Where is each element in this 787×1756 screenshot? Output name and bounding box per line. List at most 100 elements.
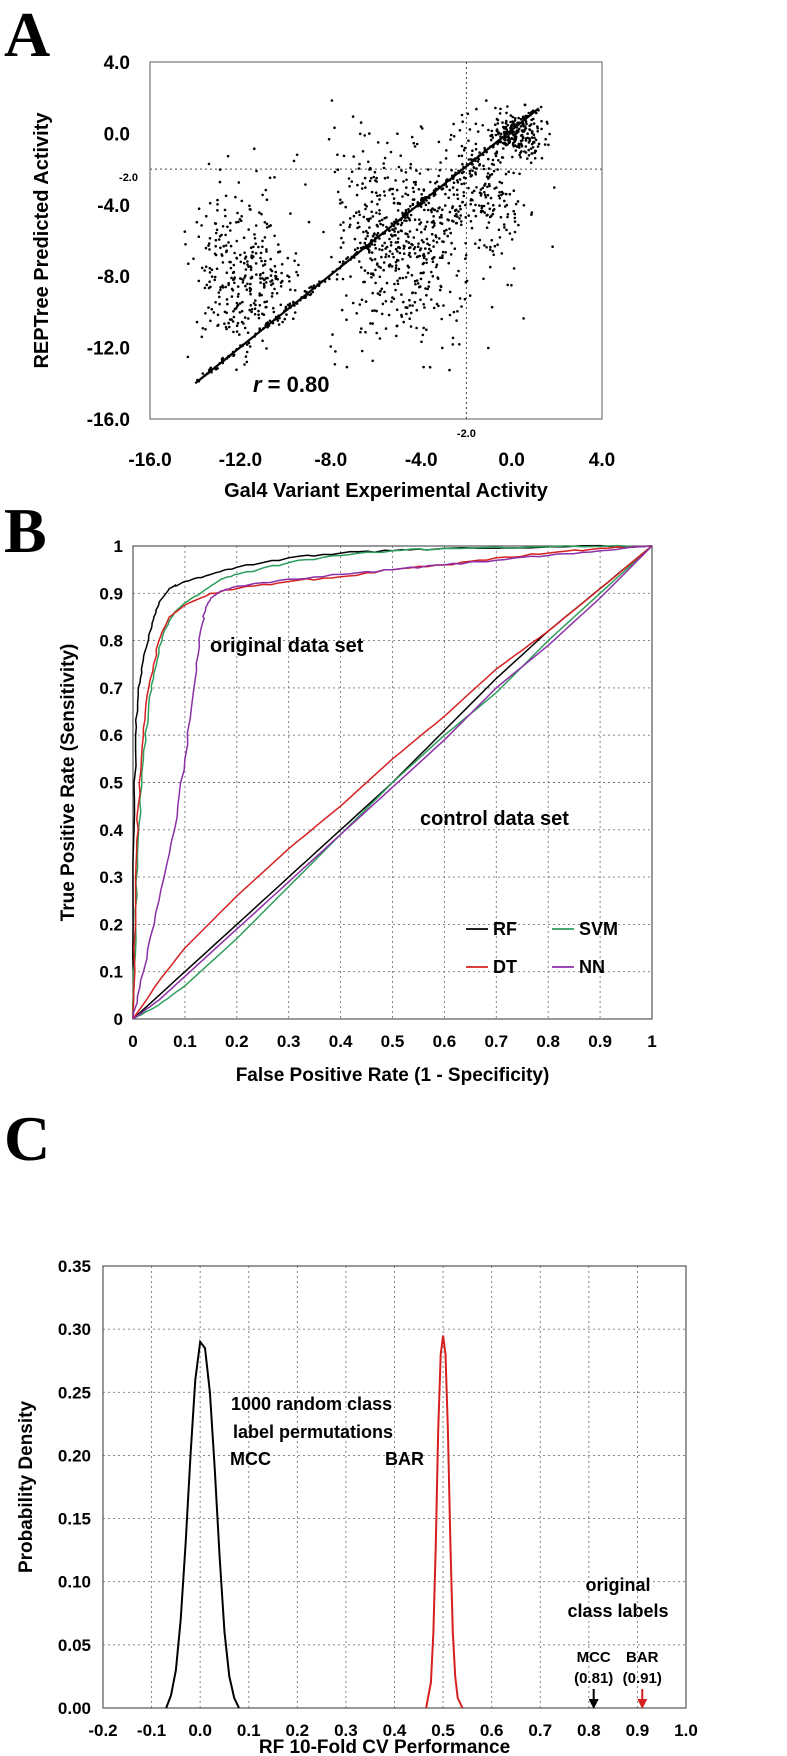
scatter-point (499, 107, 502, 111)
scatter-point (451, 219, 454, 223)
scatter-point (356, 246, 360, 250)
scatter-point (418, 285, 421, 289)
scatter-point (481, 124, 485, 127)
scatter-point (238, 333, 241, 336)
scatter-point (520, 150, 523, 153)
scatter-point (490, 238, 494, 242)
scatter-point (426, 287, 430, 291)
scatter-point (221, 284, 224, 288)
scatter-point (448, 313, 452, 317)
scatter-point (401, 257, 404, 261)
scatter-point (522, 130, 525, 133)
scatter-point (440, 216, 443, 219)
scatter-point (482, 164, 485, 168)
scatter-point (357, 167, 361, 170)
scatter-point (414, 291, 417, 295)
scatter-point (543, 143, 547, 146)
scatter-point (431, 260, 435, 264)
scatter-point (387, 313, 391, 317)
scatter-point (484, 195, 488, 199)
scatter-point (254, 273, 258, 276)
scatter-point (231, 320, 235, 323)
scatter-point (243, 363, 246, 366)
marker-value: (0.81) (574, 1670, 613, 1687)
scatter-point (338, 260, 342, 264)
scatter-point (508, 192, 512, 196)
scatter-point (371, 291, 375, 295)
scatter-point (492, 169, 496, 173)
scatter-point (308, 286, 311, 290)
scatter-point (409, 162, 413, 166)
scatter-point (380, 255, 383, 259)
scatter-point (509, 114, 513, 117)
scatter-point (345, 365, 349, 369)
scatter-point (370, 251, 374, 254)
scatter-point (440, 222, 444, 225)
scatter-point (260, 259, 263, 263)
scatter-point (391, 252, 394, 256)
scatter-point (427, 201, 431, 205)
scatter-point (487, 128, 490, 132)
scatter-point (492, 208, 496, 211)
scatter-point (467, 214, 471, 217)
scatter-point (461, 162, 464, 166)
scatter-point (480, 204, 484, 208)
scatter-point (266, 321, 270, 324)
scatter-point (241, 281, 245, 284)
scatter-point (231, 289, 235, 292)
scatter-point (272, 310, 276, 314)
scatter-point (498, 236, 502, 239)
scatter-point (263, 221, 267, 224)
scatter-point (415, 169, 418, 172)
legend: RF SVM DT NN (466, 919, 618, 977)
scatter-point (435, 302, 439, 306)
scatter-point (423, 306, 426, 309)
scatter-point (475, 186, 478, 189)
scatter-point (527, 111, 531, 115)
scatter-point (224, 244, 228, 247)
scatter-point (427, 280, 431, 284)
scatter-point (208, 266, 212, 270)
scatter-point (445, 228, 448, 232)
scatter-point (205, 214, 208, 218)
scatter-point (516, 200, 520, 203)
scatter-point (373, 170, 377, 174)
scatter-point (238, 311, 242, 314)
scatter-point (285, 313, 288, 316)
scatter-point (422, 303, 426, 306)
scatter-point (226, 302, 229, 306)
scatter-point (224, 233, 227, 237)
scatter-point (419, 271, 423, 275)
scatter-point (530, 118, 533, 122)
scatter-point (388, 265, 391, 268)
scatter-point (516, 129, 520, 132)
annotation-permutations-2: label permutations (233, 1422, 393, 1442)
scatter-point (249, 282, 252, 286)
scatter-point (490, 129, 494, 133)
y-tick-label: -12.0 (87, 339, 130, 360)
scatter-point (408, 246, 411, 250)
scatter-point (507, 170, 511, 173)
scatter-point (460, 223, 463, 227)
scatter-point (201, 327, 205, 330)
scatter-point (246, 260, 249, 263)
scatter-point (411, 203, 415, 206)
scatter-point (374, 191, 378, 194)
scatter-point (462, 191, 466, 194)
scatter-point (272, 306, 275, 310)
scatter-point (200, 224, 203, 227)
scatter-point (248, 308, 251, 312)
scatter-point (394, 288, 397, 292)
scatter-point (533, 141, 536, 144)
scatter-point (485, 226, 489, 229)
scatter-point (225, 250, 228, 254)
scatter-point (407, 235, 410, 239)
scatter-point (413, 145, 417, 148)
y-tick-label: 0.15 (58, 1510, 91, 1529)
scatter-point (440, 317, 444, 321)
scatter-point (441, 346, 444, 350)
x-tick-label: 0.1 (237, 1721, 261, 1740)
scatter-point (441, 256, 444, 260)
scatter-point (385, 281, 389, 285)
y-tick-label: 0.00 (58, 1699, 91, 1718)
